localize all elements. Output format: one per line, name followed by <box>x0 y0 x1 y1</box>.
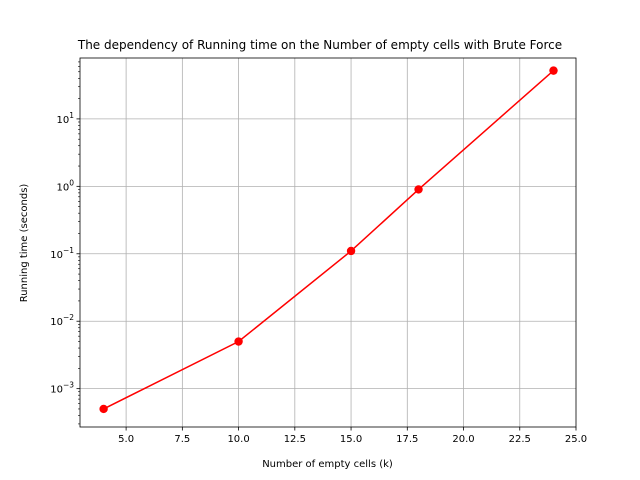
x-tick-label: 22.5 <box>509 434 531 445</box>
x-tick-label: 25.0 <box>565 434 587 445</box>
data-point <box>99 404 108 414</box>
grid <box>80 58 576 427</box>
major-ticks <box>76 118 577 431</box>
x-tick-labels: 5.0 7.5 10.0 12.5 15.0 17.5 20.0 22.5 25.0 <box>118 434 587 445</box>
chart-title: The dependency of Running time on the Nu… <box>77 38 562 52</box>
y-tick-label: 10−2 <box>50 313 74 328</box>
plot-background <box>80 58 576 427</box>
x-tick-label: 17.5 <box>396 434 418 445</box>
plot-frame <box>79 57 577 428</box>
x-tick-label: 15.0 <box>340 434 362 445</box>
y-tick-label: 100 <box>56 178 74 193</box>
series-layer <box>99 66 558 414</box>
data-point <box>549 66 558 75</box>
y-tick-label: 101 <box>56 111 74 126</box>
x-tick-label: 7.5 <box>174 434 190 445</box>
data-point <box>414 185 423 194</box>
y-tick-label: 10−3 <box>50 381 74 396</box>
x-tick-label: 5.0 <box>118 434 134 445</box>
data-point <box>234 337 243 346</box>
x-tick-label: 10.0 <box>227 434 249 445</box>
y-axis-label: Running time (seconds) <box>19 184 30 303</box>
plot-area <box>76 57 577 431</box>
y-tick-label: 10−1 <box>50 246 74 261</box>
x-tick-label: 20.0 <box>452 434 474 445</box>
x-tick-label: 12.5 <box>284 434 306 445</box>
x-axis-label: Number of empty cells (k) <box>262 459 393 470</box>
data-point <box>346 246 356 256</box>
y-tick-labels: 10−3 10−2 10−1 100 101 <box>50 111 74 396</box>
